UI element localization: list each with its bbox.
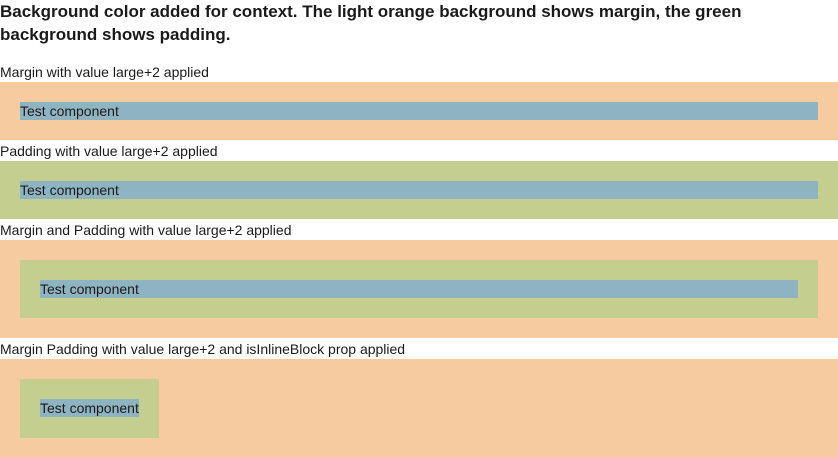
example-label-margin-padding: Margin and Padding with value large+2 ap… [0, 222, 292, 238]
padding-area: Test component [20, 379, 159, 438]
margin-area: Test component [0, 82, 838, 140]
example-label-padding: Padding with value large+2 applied [0, 143, 218, 159]
test-component: Test component [40, 280, 798, 298]
padding-area: Test component [20, 260, 818, 318]
intro-text: Background color added for context. The … [0, 2, 742, 44]
padding-area: Test component [0, 161, 838, 219]
test-component: Test component [40, 399, 139, 417]
example-label-margin: Margin with value large+2 applied [0, 64, 209, 80]
test-component: Test component [20, 181, 818, 199]
test-component: Test component [20, 102, 818, 120]
margin-area: Test component [0, 359, 838, 457]
margin-area: Test component [0, 240, 838, 338]
example-label-inline-block: Margin Padding with value large+2 and is… [0, 341, 406, 357]
